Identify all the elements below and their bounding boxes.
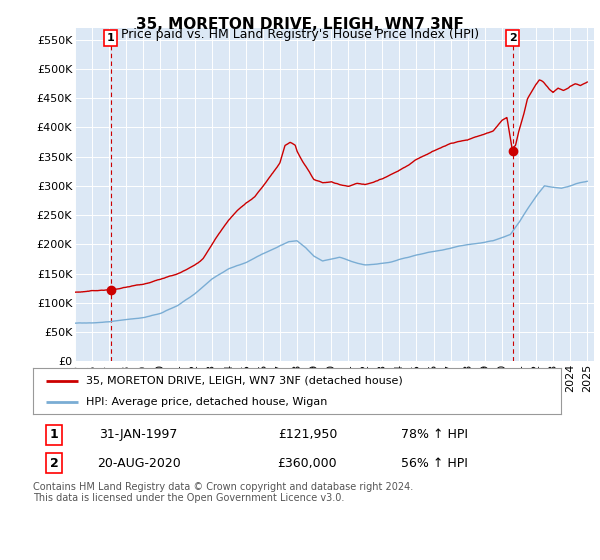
Text: 1: 1 bbox=[107, 33, 115, 43]
Text: 35, MORETON DRIVE, LEIGH, WN7 3NF: 35, MORETON DRIVE, LEIGH, WN7 3NF bbox=[136, 17, 464, 32]
Text: 20-AUG-2020: 20-AUG-2020 bbox=[97, 456, 181, 470]
Text: Price paid vs. HM Land Registry's House Price Index (HPI): Price paid vs. HM Land Registry's House … bbox=[121, 28, 479, 41]
Text: 2: 2 bbox=[50, 456, 58, 470]
Text: Contains HM Land Registry data © Crown copyright and database right 2024.
This d: Contains HM Land Registry data © Crown c… bbox=[33, 482, 413, 503]
Text: 2: 2 bbox=[509, 33, 517, 43]
Text: 35, MORETON DRIVE, LEIGH, WN7 3NF (detached house): 35, MORETON DRIVE, LEIGH, WN7 3NF (detac… bbox=[86, 376, 403, 386]
Text: £121,950: £121,950 bbox=[278, 428, 337, 441]
Text: 78% ↑ HPI: 78% ↑ HPI bbox=[401, 428, 468, 441]
Text: HPI: Average price, detached house, Wigan: HPI: Average price, detached house, Wiga… bbox=[86, 397, 327, 407]
Text: 31-JAN-1997: 31-JAN-1997 bbox=[100, 428, 178, 441]
Text: 56% ↑ HPI: 56% ↑ HPI bbox=[401, 456, 468, 470]
Text: £360,000: £360,000 bbox=[278, 456, 337, 470]
Text: 1: 1 bbox=[50, 428, 58, 441]
